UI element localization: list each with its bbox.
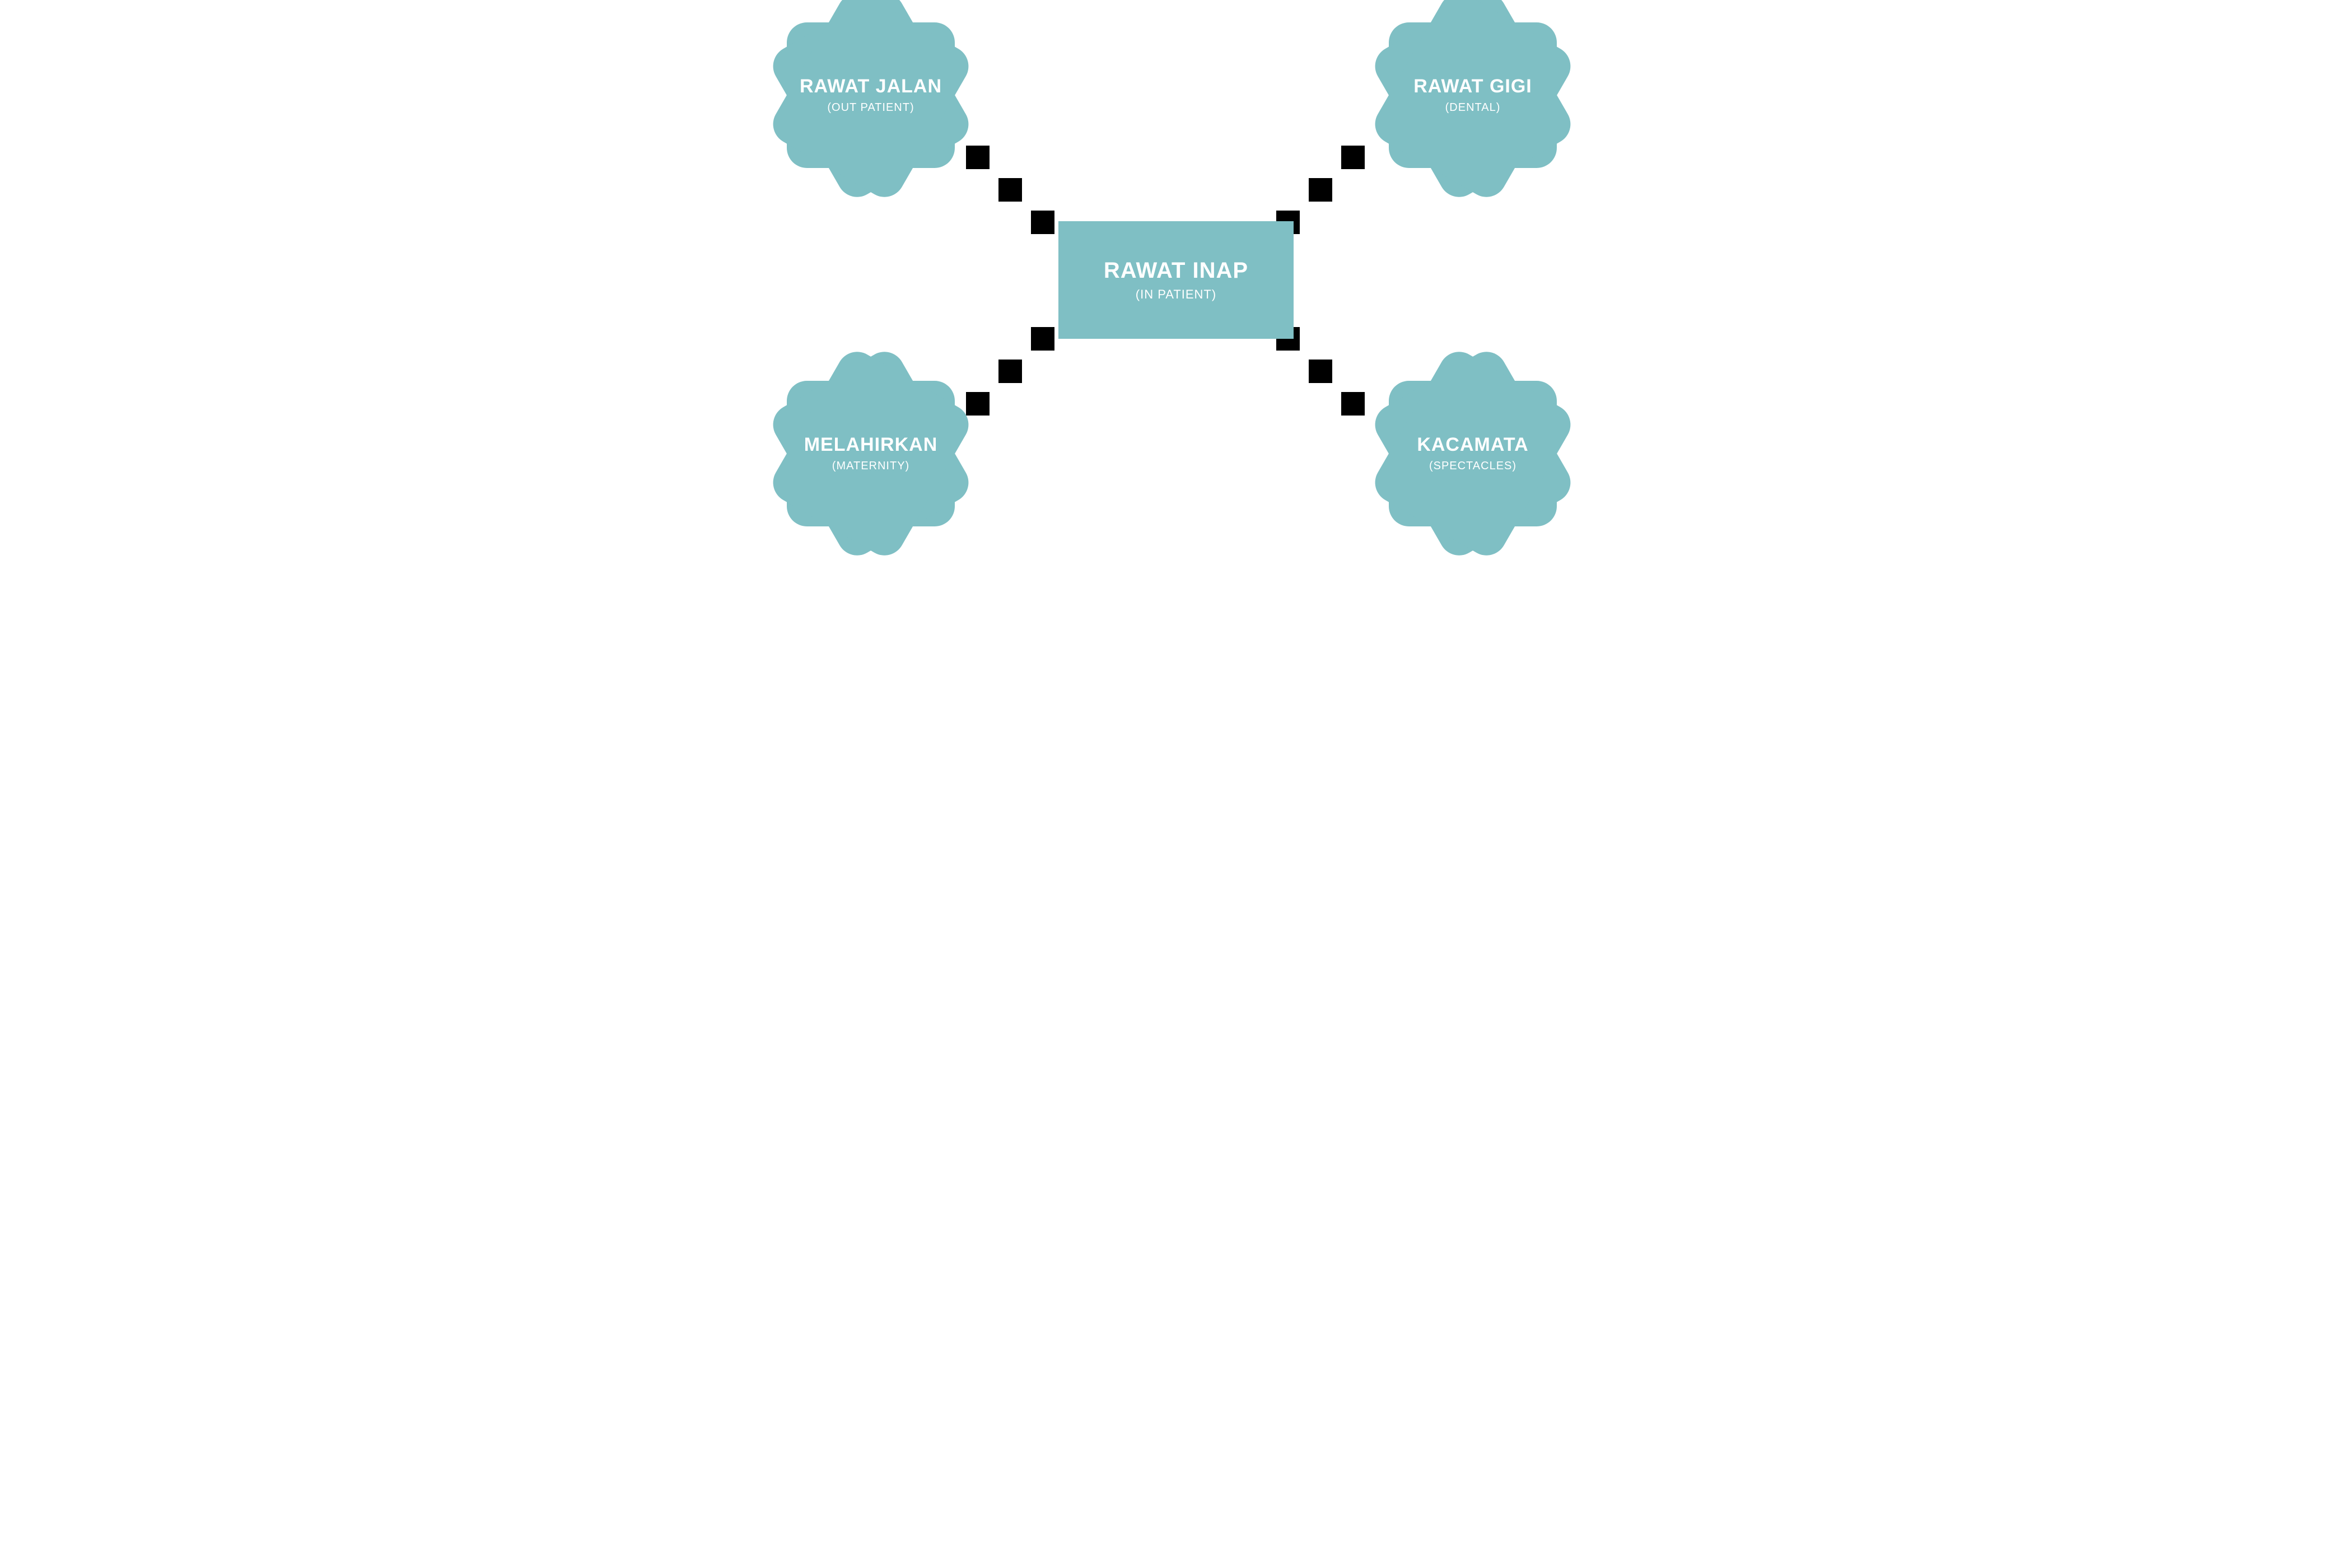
connector-step	[1341, 392, 1365, 416]
center-node-in-patient: RAWAT INAP (IN PATIENT)	[1058, 221, 1294, 339]
badge-subtitle: (OUT PATIENT)	[827, 101, 914, 114]
badge-label: KACAMATA (SPECTACLES)	[1383, 364, 1562, 543]
badge-maternity: MELAHIRKAN (MATERNITY)	[781, 364, 960, 543]
connector-step	[1341, 146, 1365, 169]
badge-label: MELAHIRKAN (MATERNITY)	[781, 364, 960, 543]
connector-step	[1031, 327, 1054, 351]
badge-title: RAWAT GIGI	[1413, 76, 1532, 97]
connector-step	[998, 178, 1022, 202]
badge-title: KACAMATA	[1417, 435, 1528, 455]
badge-spectacles: KACAMATA (SPECTACLES)	[1383, 364, 1562, 543]
badge-title: RAWAT JALAN	[800, 76, 942, 97]
connector-step	[998, 360, 1022, 383]
badge-subtitle: (DENTAL)	[1445, 101, 1501, 114]
connector-step	[1309, 178, 1332, 202]
connector-step	[1031, 211, 1054, 234]
badge-title: MELAHIRKAN	[804, 435, 938, 455]
center-subtitle: (IN PATIENT)	[1136, 287, 1216, 302]
badge-label: RAWAT GIGI (DENTAL)	[1383, 6, 1562, 185]
badge-label: RAWAT JALAN (OUT PATIENT)	[781, 6, 960, 185]
badge-out-patient: RAWAT JALAN (OUT PATIENT)	[781, 6, 960, 185]
badge-subtitle: (MATERNITY)	[832, 460, 909, 473]
center-title: RAWAT INAP	[1104, 258, 1248, 283]
connector-step	[966, 146, 990, 169]
diagram-canvas: RAWAT INAP (IN PATIENT) RAWAT JALAN (OUT…	[756, 0, 1596, 560]
badge-subtitle: (SPECTACLES)	[1429, 460, 1516, 473]
badge-dental: RAWAT GIGI (DENTAL)	[1383, 6, 1562, 185]
connector-step	[966, 392, 990, 416]
connector-step	[1309, 360, 1332, 383]
